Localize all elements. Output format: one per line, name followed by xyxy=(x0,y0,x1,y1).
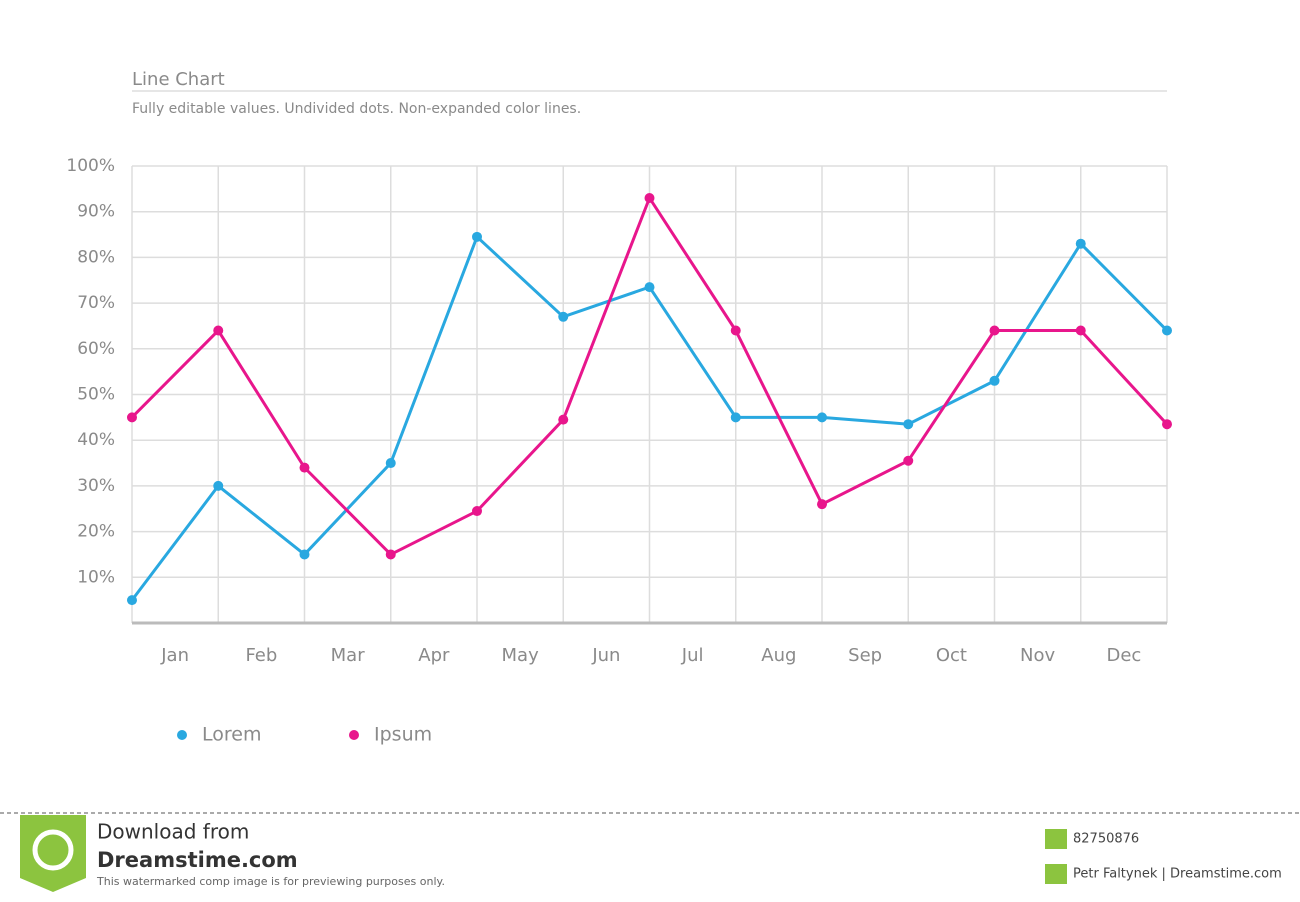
chart-subtitle: Fully editable values. Undivided dots. N… xyxy=(132,101,581,117)
data-point xyxy=(1075,238,1086,249)
y-tick-label: 40% xyxy=(77,430,115,450)
x-tick-label: Apr xyxy=(418,645,450,666)
data-point xyxy=(644,282,655,293)
data-point xyxy=(558,311,569,322)
legend-marker xyxy=(349,730,359,740)
data-point xyxy=(299,549,310,560)
author-icon xyxy=(1045,864,1067,884)
y-tick-label: 90% xyxy=(77,202,115,222)
data-point xyxy=(817,499,827,510)
id-text: 82750876 xyxy=(1073,832,1139,847)
data-point xyxy=(558,414,569,425)
y-tick-label: 50% xyxy=(77,385,115,405)
data-point xyxy=(730,325,741,336)
x-tick-label: Nov xyxy=(1020,645,1055,666)
data-point xyxy=(1162,325,1172,336)
y-tick-label: 20% xyxy=(77,522,115,542)
data-point xyxy=(213,480,224,491)
x-tick-label: Sep xyxy=(848,645,882,666)
x-tick-label: Jan xyxy=(160,645,189,666)
y-tick-label: 100% xyxy=(66,156,115,176)
x-tick-label: Feb xyxy=(245,645,277,666)
y-tick-label: 10% xyxy=(77,567,115,587)
data-point xyxy=(989,375,1000,386)
x-tick-label: Aug xyxy=(761,645,796,666)
author-text: Petr Faltynek | Dreamstime.com xyxy=(1073,867,1282,882)
data-point xyxy=(385,458,396,469)
site-text: Dreamstime.com xyxy=(97,848,298,872)
logo-swirl xyxy=(32,829,74,871)
y-tick-label: 80% xyxy=(77,247,115,267)
x-tick-label: Jun xyxy=(591,645,620,666)
id-icon xyxy=(1045,829,1067,849)
x-tick-label: Mar xyxy=(331,645,366,666)
data-point xyxy=(903,455,914,466)
data-point xyxy=(127,412,137,423)
y-tick-label: 30% xyxy=(77,476,115,496)
notice-text: This watermarked comp image is for previ… xyxy=(96,875,445,888)
x-tick-label: Oct xyxy=(936,645,967,666)
footer: Download from Dreamstime.com This waterm… xyxy=(0,812,1300,892)
data-point xyxy=(989,325,1000,336)
data-point xyxy=(127,595,137,606)
chart-title: Line Chart xyxy=(132,69,225,90)
legend-label: Lorem xyxy=(202,724,261,746)
y-tick-label: 60% xyxy=(77,339,115,359)
y-tick-label: 70% xyxy=(77,293,115,313)
data-point xyxy=(730,412,741,423)
data-point xyxy=(472,506,482,517)
x-tick-label: Jul xyxy=(681,645,704,666)
data-point xyxy=(817,412,827,423)
x-tick-label: May xyxy=(502,645,540,666)
data-point xyxy=(1075,325,1086,336)
logo-badge xyxy=(20,815,86,892)
data-point xyxy=(472,231,482,242)
data-point xyxy=(213,325,224,336)
data-point xyxy=(1162,419,1172,430)
download-text: Download from xyxy=(97,820,249,844)
legend-label: Ipsum xyxy=(374,724,432,746)
data-point xyxy=(299,462,310,473)
data-point xyxy=(644,192,655,203)
x-tick-label: Dec xyxy=(1106,645,1141,666)
legend-marker xyxy=(177,730,187,740)
data-point xyxy=(903,419,914,430)
data-point xyxy=(385,549,396,560)
